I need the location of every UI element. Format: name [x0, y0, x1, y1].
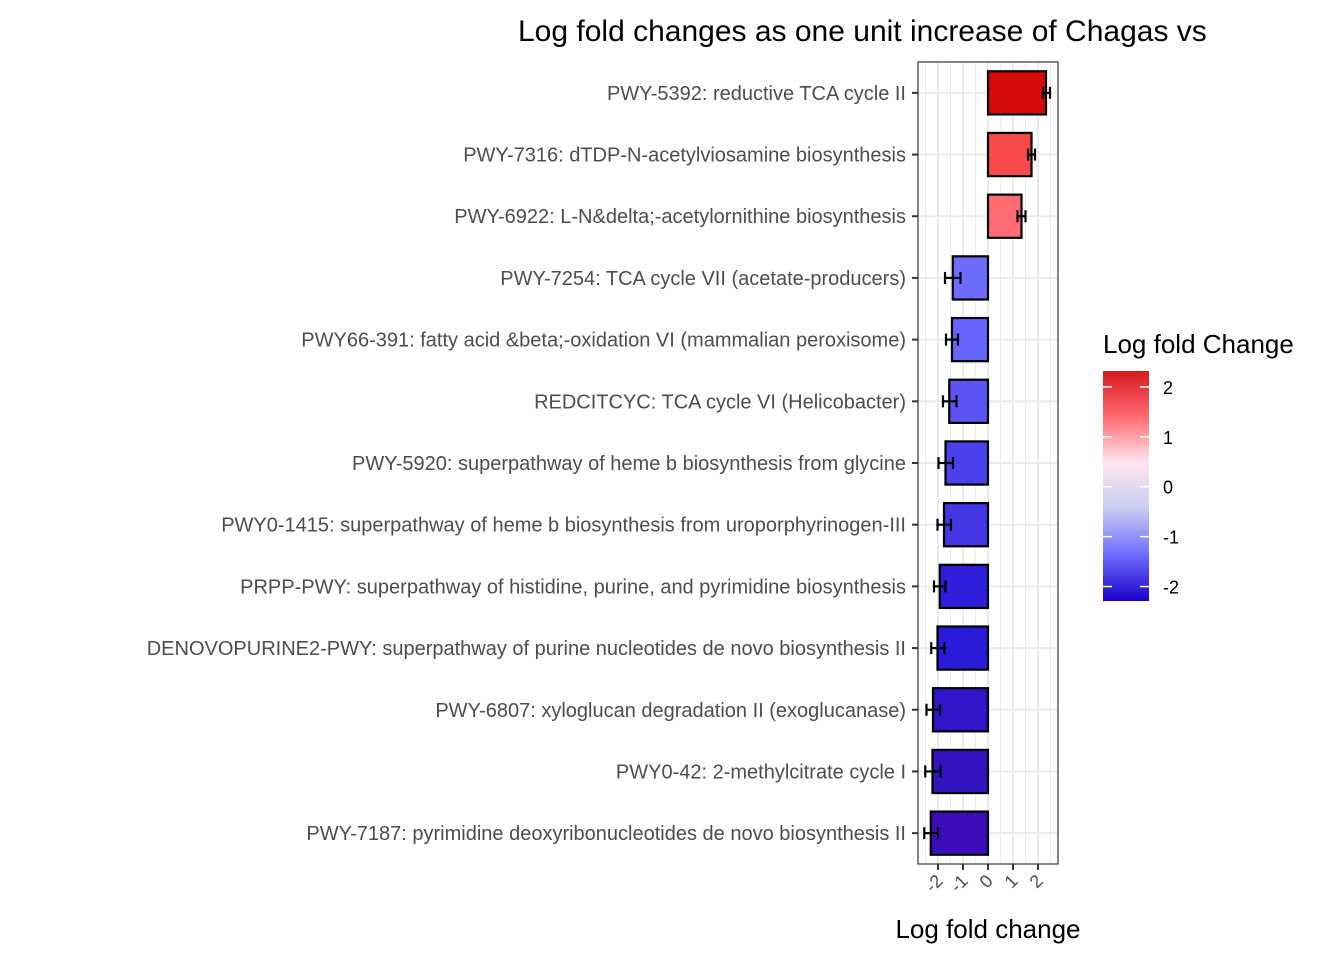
category-label: PWY0-1415: superpathway of heme b biosyn…	[221, 515, 906, 537]
category-label: PWY-7254: TCA cycle VII (acetate-produce…	[500, 268, 906, 290]
x-tick-label: 2	[1026, 871, 1047, 892]
error-bar	[932, 580, 947, 593]
error-bars	[923, 86, 1052, 840]
x-tick-label: -2	[921, 871, 946, 896]
bar	[986, 131, 1033, 178]
error-bar	[930, 642, 946, 655]
legend-title: Log fold Change	[1103, 329, 1294, 359]
error-bar	[944, 333, 960, 346]
chart-title: Log fold changes as one unit increase of…	[518, 15, 1207, 48]
legend: Log fold Change 2 1 0 -1 -2	[1103, 329, 1294, 601]
category-label: PWY-5920: superpathway of heme b biosynt…	[352, 453, 906, 475]
legend-tick-label: 2	[1163, 378, 1173, 398]
error-bar	[937, 457, 955, 469]
error-bar	[924, 765, 942, 778]
x-tick-label: 1	[1001, 871, 1022, 892]
error-bar	[923, 827, 940, 840]
x-axis-ticks: -2 -1 0 1 2	[921, 864, 1047, 896]
error-bar	[941, 395, 958, 408]
category-label: DENOVOPURINE2-PWY: superpathway of purin…	[147, 638, 906, 660]
category-label: PWY-5392: reductive TCA cycle II	[607, 83, 906, 105]
category-labels: PWY-5392: reductive TCA cycle II PWY-7316…	[147, 83, 918, 845]
category-label: PWY-7187: pyrimidine deoxyribonucleotide…	[306, 823, 906, 845]
legend-tick-label: -1	[1163, 528, 1179, 548]
legend-tick-label: 0	[1163, 478, 1173, 498]
category-label: PWY0-42: 2-methylcitrate cycle I	[616, 761, 906, 783]
error-bar	[1016, 210, 1027, 223]
error-bar	[936, 518, 953, 531]
error-bar	[1026, 148, 1037, 161]
x-tick-label: -1	[946, 871, 971, 896]
x-tick-label: 0	[976, 871, 997, 892]
bar	[938, 563, 990, 610]
bar	[929, 810, 990, 856]
category-label: PWY-6807: xyloglucan degradation II (exo…	[435, 700, 906, 722]
error-bar	[1041, 86, 1052, 99]
category-label: PWY-7316: dTDP-N-acetylviosamine biosynt…	[463, 145, 906, 167]
category-label: PRPP-PWY: superpathway of histidine, pur…	[240, 576, 906, 598]
bar	[986, 70, 1048, 116]
bar	[931, 687, 990, 733]
category-label: PWY-6922: L-N&delta;-acetylornithine bio…	[454, 206, 906, 228]
legend-tick-label: 1	[1163, 428, 1173, 448]
category-label: REDCITCYC: TCA cycle VI (Helicobacter)	[534, 391, 906, 413]
legend-ticks: 2 1 0 -1 -2	[1103, 378, 1179, 598]
error-bar	[943, 271, 962, 284]
x-axis-title: Log fold change	[895, 914, 1080, 944]
error-bar	[925, 703, 942, 716]
category-label: PWY66-391: fatty acid &beta;-oxidation V…	[301, 330, 906, 352]
bar	[936, 625, 990, 671]
legend-tick-label: -2	[1163, 578, 1179, 598]
